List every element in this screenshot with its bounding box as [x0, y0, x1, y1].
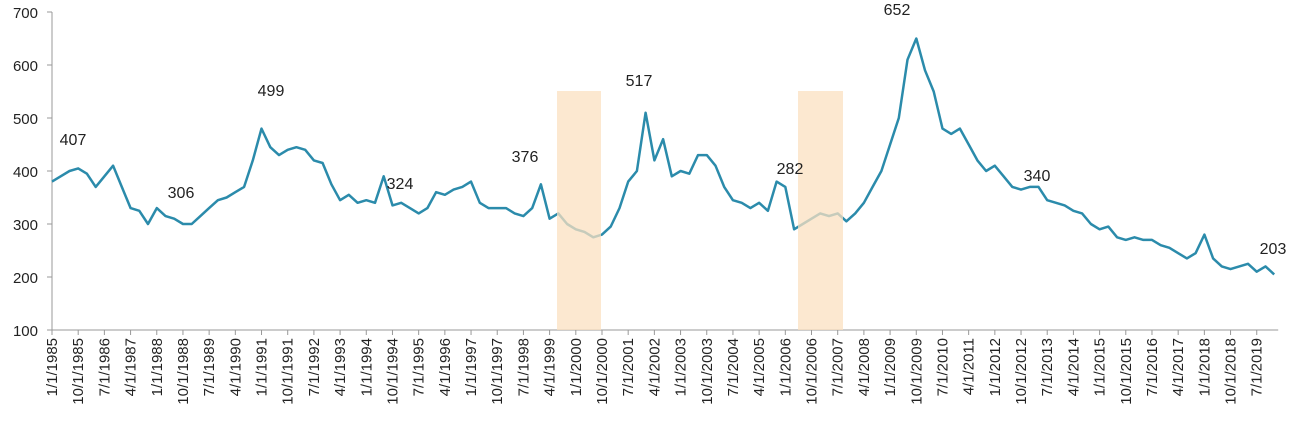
x-tick-label: 1/1/2018	[1196, 338, 1213, 396]
x-tick-label: 10/1/1994	[384, 338, 401, 405]
y-tick-label: 500	[13, 111, 38, 128]
x-tick-label: 1/1/2000	[568, 338, 585, 396]
annotation: 282	[777, 161, 804, 178]
x-tick-label: 10/1/1988	[175, 338, 192, 405]
x-tick-label: 1/1/1985	[44, 338, 61, 396]
x-tick-label: 10/1/1985	[70, 338, 87, 405]
x-tick-label: 7/1/2004	[725, 338, 742, 396]
x-tick-label: 10/1/2006	[804, 338, 821, 405]
x-tick-label: 7/1/1986	[96, 338, 113, 396]
shaded-period	[557, 91, 601, 330]
x-tick-label: 1/1/2003	[673, 338, 690, 396]
x-tick-label: 4/1/2005	[751, 338, 768, 396]
x-tick-label: 1/1/1991	[254, 338, 271, 396]
annotation: 652	[884, 2, 911, 19]
x-tick-label: 7/1/2013	[1039, 338, 1056, 396]
x-tick-label: 7/1/2007	[830, 338, 847, 396]
x-tick-label: 4/1/2002	[646, 338, 663, 396]
x-tick-label: 10/1/2018	[1223, 338, 1240, 405]
y-tick-label: 200	[13, 270, 38, 287]
annotation: 407	[60, 132, 87, 149]
x-tick-label: 10/1/2003	[699, 338, 716, 405]
x-tick-label: 10/1/1997	[489, 338, 506, 405]
y-tick-label: 300	[13, 217, 38, 234]
annotation: 517	[626, 73, 653, 90]
x-tick-label: 1/1/2009	[882, 338, 899, 396]
x-tick-label: 10/1/2009	[908, 338, 925, 405]
y-tick-label: 400	[13, 164, 38, 181]
x-tick-label: 4/1/2011	[961, 338, 978, 395]
x-tick-label: 4/1/2014	[1065, 338, 1082, 396]
x-tick-label: 4/1/2017	[1170, 338, 1187, 396]
x-tick-label: 7/1/1992	[306, 338, 323, 396]
annotation: 203	[1260, 241, 1287, 258]
x-tick-label: 7/1/1989	[201, 338, 218, 396]
x-tick-label: 4/1/1996	[437, 338, 454, 396]
x-tick-label: 10/1/2000	[594, 338, 611, 405]
x-tick-label: 7/1/2010	[934, 338, 951, 396]
x-tick-label: 10/1/2012	[1013, 338, 1030, 405]
x-tick-label: 1/1/2015	[1092, 338, 1109, 396]
annotation: 499	[258, 83, 285, 100]
x-tick-label: 1/1/2012	[987, 338, 1004, 396]
x-tick-label: 10/1/2015	[1118, 338, 1135, 405]
y-tick-label: 700	[13, 5, 38, 22]
x-tick-label: 1/1/1988	[149, 338, 166, 396]
annotation: 324	[387, 176, 414, 193]
annotation: 376	[512, 149, 539, 166]
y-tick-label: 600	[13, 58, 38, 75]
annotation: 340	[1024, 168, 1051, 185]
x-tick-label: 4/1/1990	[227, 338, 244, 396]
x-tick-label: 7/1/1995	[411, 338, 428, 396]
x-tick-label: 1/1/2006	[777, 338, 794, 396]
y-tick-label: 100	[13, 323, 38, 340]
x-tick-label: 1/1/1997	[463, 338, 480, 396]
x-tick-label: 7/1/1998	[515, 338, 532, 396]
x-tick-label: 7/1/2019	[1249, 338, 1266, 396]
x-tick-label: 4/1/1993	[332, 338, 349, 396]
x-tick-label: 4/1/1987	[123, 338, 140, 396]
x-tick-label: 4/1/2008	[856, 338, 873, 396]
shaded-period	[798, 91, 843, 330]
x-tick-label: 1/1/1994	[358, 338, 375, 396]
x-tick-label: 7/1/2016	[1144, 338, 1161, 396]
data-line	[51, 37, 1276, 276]
x-tick-label: 4/1/1999	[542, 338, 559, 396]
annotation: 306	[168, 185, 195, 202]
x-tick-label: 7/1/2001	[620, 338, 637, 396]
x-tick-label: 10/1/1991	[280, 338, 297, 405]
